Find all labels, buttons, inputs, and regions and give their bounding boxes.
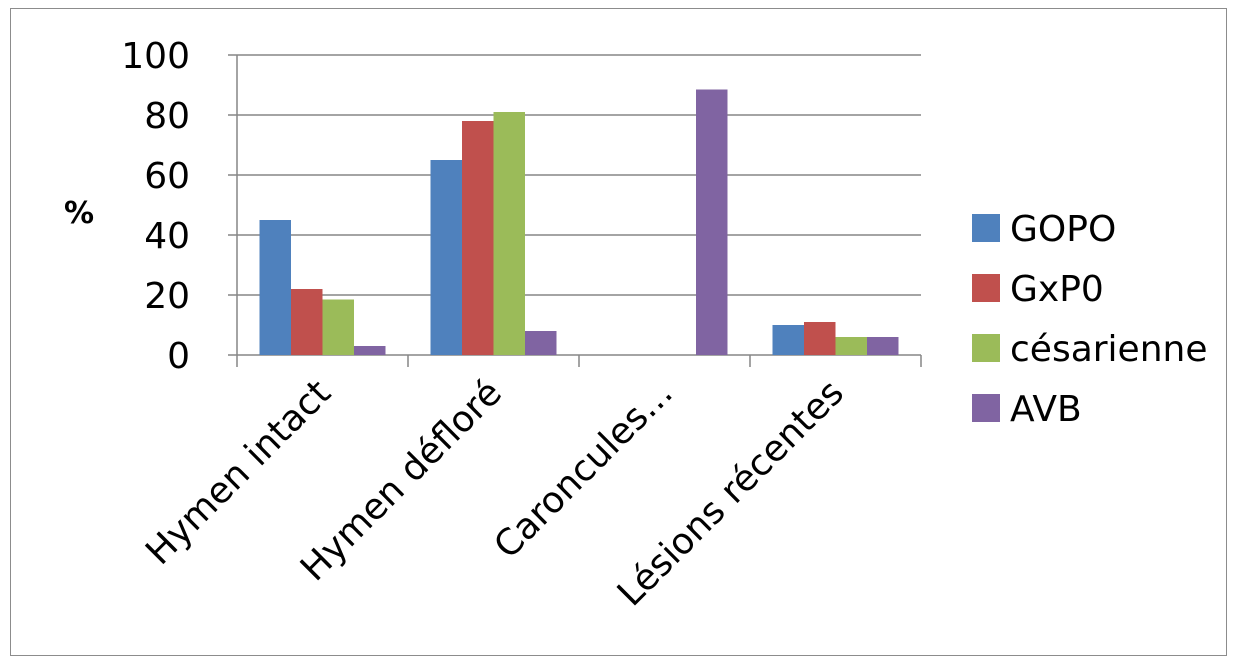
bar-c-sarienne-4 — [835, 337, 867, 355]
bar-c-sarienne-1 — [322, 299, 354, 355]
legend-swatch — [972, 334, 1000, 362]
legend-label: GxP0 — [1010, 269, 1104, 310]
legend: GOPO GxP0 césarienne AVB — [972, 209, 1208, 430]
bar-gxp0-2 — [462, 121, 494, 355]
legend-label: GOPO — [1010, 209, 1116, 250]
legend-swatch — [972, 394, 1000, 422]
bar-avb-4 — [867, 337, 899, 355]
bar-gopo-2 — [430, 160, 462, 355]
y-axis-label: % — [64, 196, 94, 231]
legend-swatch — [972, 214, 1000, 242]
bar-avb-2 — [525, 331, 557, 355]
legend-label: AVB — [1010, 389, 1082, 430]
legend-label: césarienne — [1010, 329, 1208, 370]
y-tick-label: 60 — [144, 156, 190, 197]
y-tick-label: 40 — [144, 216, 190, 257]
chart-frame — [10, 8, 1227, 656]
x-category-label: Caroncules... — [486, 372, 680, 566]
y-tick-label: 100 — [121, 36, 190, 77]
bar-avb-3 — [696, 89, 728, 355]
legend-swatch — [972, 274, 1000, 302]
x-category-label: Hymen intact — [138, 372, 339, 573]
y-tick-label: 80 — [144, 96, 190, 137]
bar-avb-1 — [354, 346, 386, 355]
gridlines — [237, 54, 921, 296]
bar-gopo-4 — [772, 325, 804, 355]
bar-gxp0-4 — [804, 322, 836, 355]
bar-gopo-1 — [259, 220, 291, 355]
bars — [259, 89, 899, 355]
y-tick-label: 20 — [144, 276, 190, 317]
y-tick-labels: 0 20 40 60 80 100 — [121, 36, 190, 377]
bar-gxp0-1 — [291, 289, 323, 355]
y-tick-label: 0 — [167, 336, 190, 377]
bar-c-sarienne-2 — [493, 112, 525, 355]
